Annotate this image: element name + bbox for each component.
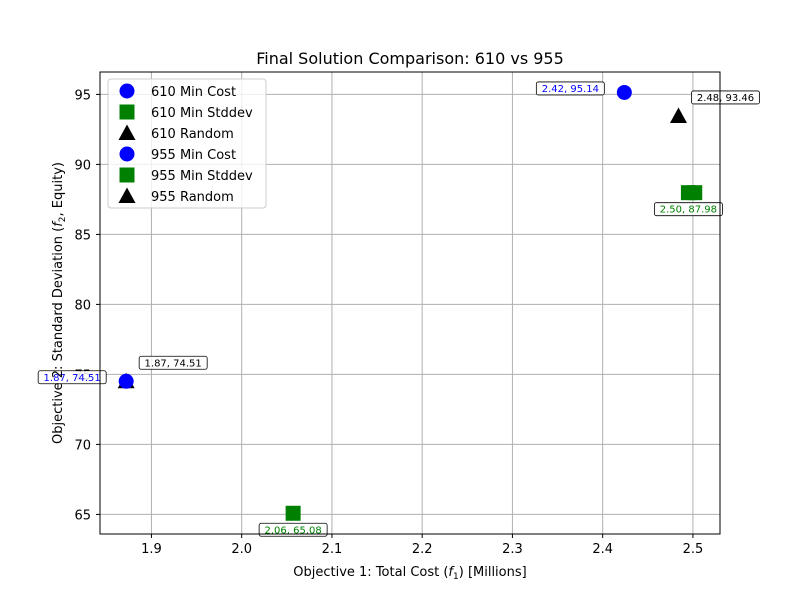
y-tick-label: 90 xyxy=(74,158,91,173)
y-tick-label: 85 xyxy=(74,228,91,243)
legend-label: 955 Min Stddev xyxy=(151,169,253,184)
legend: 610 Min Cost 610 Min Stddev 610 Random 955 … xyxy=(107,78,267,209)
legend-entry: 955 Min Cost xyxy=(119,146,236,163)
data-point xyxy=(669,107,687,123)
legend-entry: 610 Min Cost xyxy=(119,83,236,100)
x-axis-label: Objective 1: Total Cost (f1) [Millions] xyxy=(293,565,526,582)
annotation-box xyxy=(691,90,760,105)
y-tick-label: 95 xyxy=(74,88,91,103)
data-point xyxy=(285,505,301,521)
y-axis-label: Objective 2: Standard Deviation (f2, Equ… xyxy=(51,162,68,444)
x-tick-label: 2.4 xyxy=(592,542,613,557)
annotation: 1.87, 74.51 xyxy=(138,355,208,370)
annotation-label: 1.87, 74.51 xyxy=(44,373,101,384)
annotation-label: 2.42, 95.14 xyxy=(542,84,599,95)
annotation-box xyxy=(654,202,723,217)
annotation-label: 2.48, 93.46 xyxy=(697,93,754,104)
chart-title: Final Solution Comparison: 610 vs 955 xyxy=(256,49,564,68)
point-annotations: 2.42, 95.14 2.48, 93.46 2.50, 87.98 1.87, 7… xyxy=(37,81,760,537)
legend-label: 955 Min Cost xyxy=(151,148,236,163)
annotation: 1.87, 74.51 xyxy=(37,370,107,385)
legend-label: 955 Random xyxy=(151,190,234,205)
legend-entry: 610 Min Stddev xyxy=(119,104,253,121)
annotation: 2.48, 93.46 xyxy=(691,90,760,105)
annotation-box xyxy=(138,355,208,370)
annotation-label: 2.06, 65.08 xyxy=(264,525,321,536)
annotation-label: 2.50, 87.98 xyxy=(660,205,717,216)
data-point xyxy=(616,84,632,100)
legend-marker xyxy=(119,146,135,162)
x-tick-label: 2.3 xyxy=(502,542,523,557)
annotation: 2.06, 65.08 xyxy=(258,522,328,537)
legend-entry: 955 Random xyxy=(118,187,234,205)
data-point xyxy=(687,185,703,201)
annotation: 2.42, 95.14 xyxy=(535,81,605,96)
x-tick-label: 2.1 xyxy=(322,542,343,557)
legend-label: 610 Random xyxy=(151,127,234,142)
legend-marker xyxy=(118,187,136,203)
y-tick-label: 70 xyxy=(74,438,91,453)
annotation-box xyxy=(37,370,107,385)
data-point xyxy=(118,373,134,389)
axis-ticks: 1.92.02.12.22.32.42.565707580859095 xyxy=(74,88,703,557)
annotation-label: 1.87, 74.51 xyxy=(145,358,202,369)
x-tick-label: 2.5 xyxy=(683,542,704,557)
legend-entry: 955 Min Stddev xyxy=(119,167,253,184)
annotation-box xyxy=(535,81,605,96)
legend-marker xyxy=(119,104,135,120)
plot-frame xyxy=(99,71,721,535)
legend-marker xyxy=(119,167,135,183)
annotation-box xyxy=(258,522,328,537)
x-tick-label: 2.0 xyxy=(231,542,252,557)
x-tick-label: 1.9 xyxy=(141,542,162,557)
legend-marker xyxy=(118,124,136,140)
legend-label: 610 Min Cost xyxy=(151,85,236,100)
x-tick-label: 2.2 xyxy=(412,542,433,557)
legend-label: 610 Min Stddev xyxy=(151,106,253,121)
y-tick-label: 80 xyxy=(74,298,91,313)
y-tick-label: 65 xyxy=(74,508,91,523)
data-points xyxy=(117,84,703,521)
grid xyxy=(100,72,720,534)
annotation: 2.50, 87.98 xyxy=(654,202,723,217)
legend-entry: 610 Random xyxy=(118,124,234,142)
legend-marker xyxy=(119,83,135,99)
legend-box xyxy=(107,78,267,209)
